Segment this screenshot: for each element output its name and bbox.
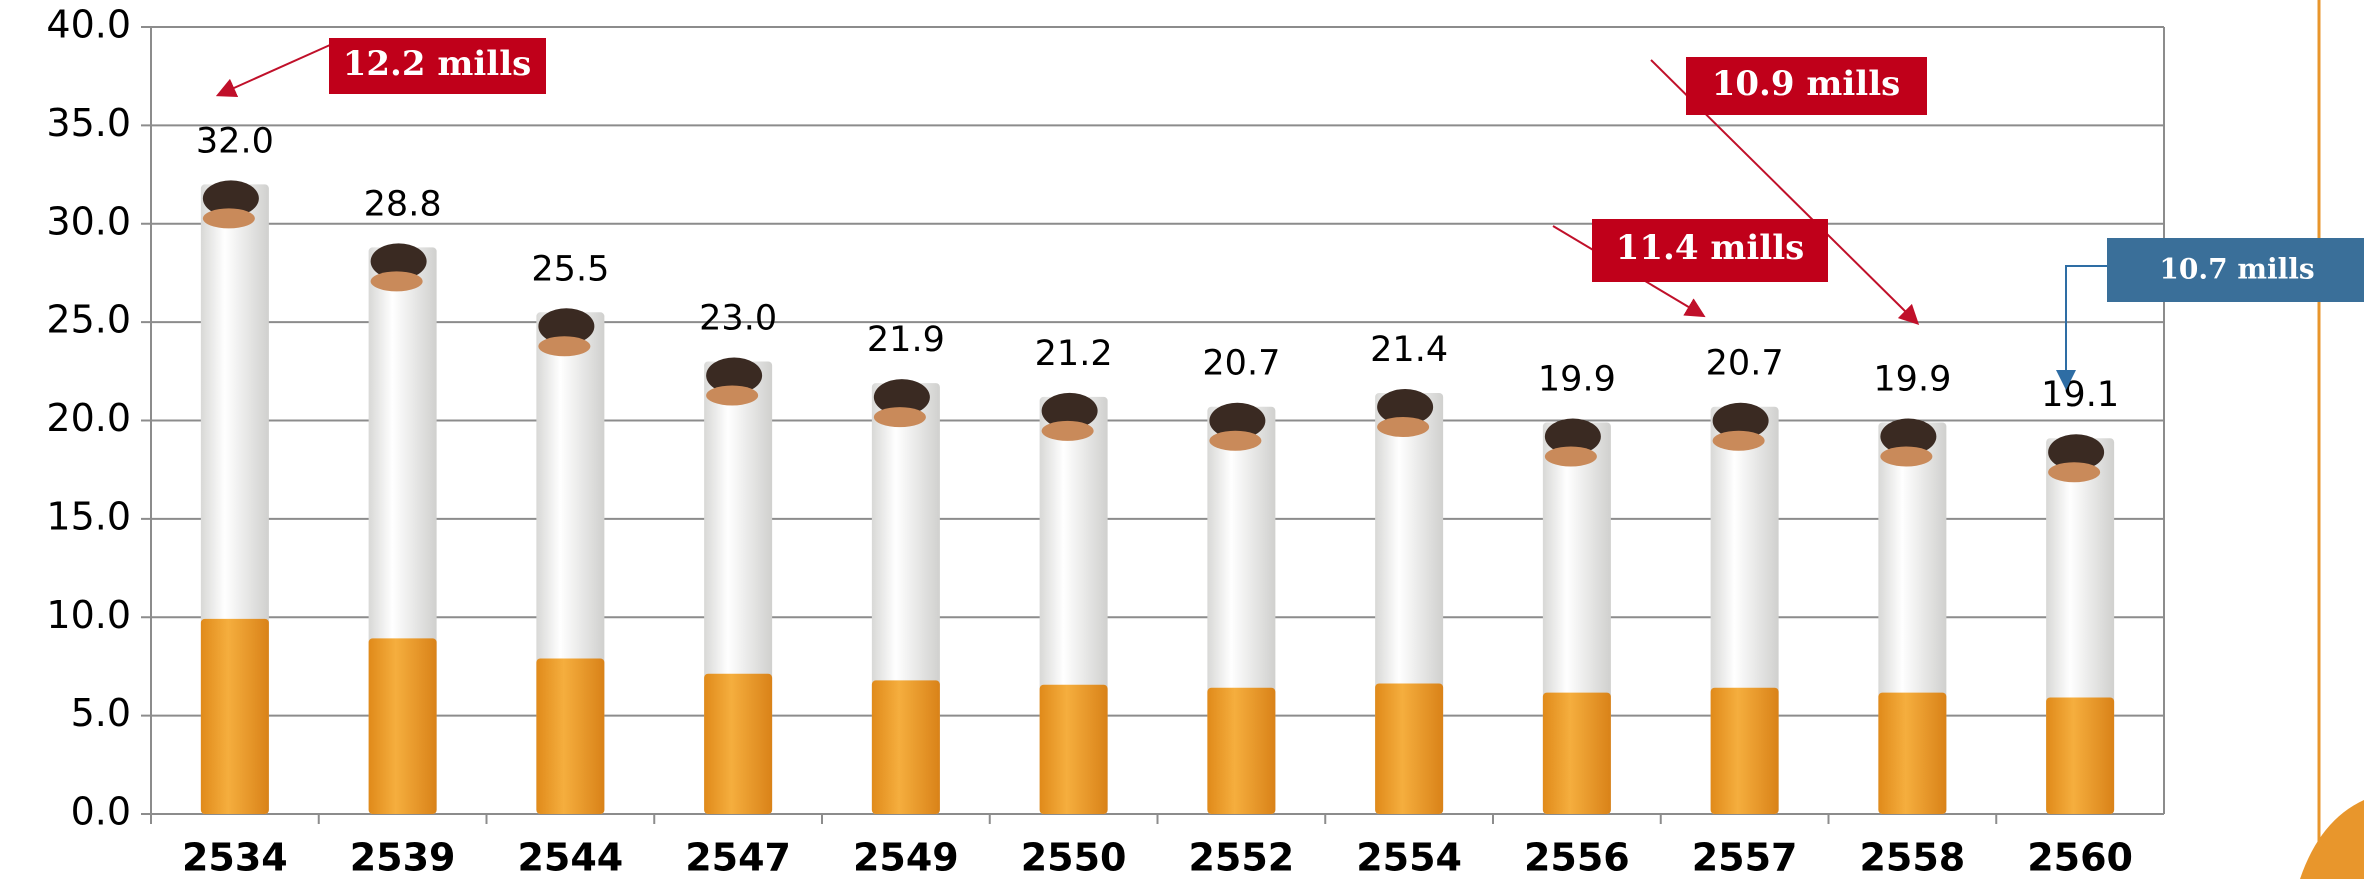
x-tick-label: 2539 <box>350 836 456 879</box>
annotation: 11.4 mills <box>1616 228 1805 268</box>
bar-filter <box>704 673 773 814</box>
annotation-box <box>329 38 546 94</box>
bar-filter <box>871 680 940 814</box>
bar-ember <box>1880 446 1933 467</box>
bar-ember <box>538 336 591 357</box>
bar-filter <box>2046 697 2115 814</box>
bar-ember <box>370 271 423 292</box>
bar-ash <box>1880 418 1937 455</box>
bar-ash <box>1209 402 1266 439</box>
x-tick-label: 2554 <box>1356 836 1462 879</box>
cigarette <box>536 308 605 814</box>
bar-ember <box>873 407 926 428</box>
bar-filter <box>1375 683 1444 814</box>
value-label: 19.9 <box>1873 359 1951 399</box>
bar-ash <box>538 308 595 345</box>
bar-ember <box>2048 462 2101 483</box>
bar-ash <box>706 357 763 394</box>
x-tick-label: 2556 <box>1524 836 1630 879</box>
value-label: 19.9 <box>1538 359 1616 399</box>
bar-ash <box>1377 388 1434 425</box>
y-tick-label: 15.0 <box>46 494 131 538</box>
y-tick-label: 30.0 <box>46 199 131 243</box>
bar-ember <box>1544 446 1597 467</box>
cigarette <box>1375 388 1444 814</box>
value-label: 21.2 <box>1035 334 1113 374</box>
corner-decoration <box>2300 800 2364 879</box>
bar-ash <box>202 180 259 217</box>
value-label: 19.1 <box>2041 375 2119 415</box>
cigarette <box>1039 392 1108 814</box>
value-label: 21.9 <box>867 320 945 360</box>
bar-filter <box>1710 687 1779 814</box>
value-label: 20.7 <box>1202 344 1280 384</box>
bar-ash <box>1544 418 1601 455</box>
bar-ash <box>2048 434 2105 471</box>
x-tick-label: 2557 <box>1692 836 1798 879</box>
bar-filter <box>200 618 269 814</box>
annotation-box <box>1686 57 1927 115</box>
x-tick-label: 2552 <box>1188 836 1294 879</box>
axes: 0.0 5.0 10.0 15.0 20.0 25.0 30.0 35.0 40.0 2534 25… <box>46 3 2165 879</box>
cigarette <box>871 379 940 814</box>
x-tick-label: 2534 <box>182 836 288 879</box>
cigarette <box>1710 402 1779 814</box>
y-tick-label: 5.0 <box>71 691 131 735</box>
y-tick-label: 10.0 <box>46 593 131 637</box>
bar-ash <box>1712 402 1769 439</box>
bar-ash <box>1041 392 1098 429</box>
cigarette <box>368 243 437 815</box>
cigarette <box>1542 418 1611 814</box>
value-label: 25.5 <box>531 249 609 289</box>
cigarette <box>1878 418 1947 814</box>
cigarette <box>1207 402 1276 814</box>
cigarette <box>2046 434 2115 814</box>
bar-filter <box>536 658 605 814</box>
x-tick-label: 2544 <box>517 836 623 879</box>
x-tick-label: 2560 <box>2027 836 2133 879</box>
y-tick-label: 40.0 <box>46 3 131 47</box>
x-tick-label: 2558 <box>1859 836 1965 879</box>
value-label: 23.0 <box>699 298 777 338</box>
annotation: 10.7 mills <box>2159 253 2314 286</box>
annotation-arrow <box>2056 265 2107 390</box>
value-label: 28.8 <box>364 184 442 224</box>
y-tick-label: 20.0 <box>46 396 131 440</box>
x-tick-label: 2549 <box>853 836 959 879</box>
value-label: 20.7 <box>1706 344 1784 384</box>
bar-filter <box>1039 684 1108 814</box>
annotation-box <box>1592 219 1828 282</box>
bar-ember <box>1041 420 1094 441</box>
bar-ash <box>370 243 427 280</box>
cigarette <box>200 180 269 814</box>
cigarette <box>704 357 773 814</box>
annotation-box <box>2107 238 2364 302</box>
bar-ember <box>1209 430 1262 451</box>
bar-filter <box>368 638 437 814</box>
annotation: 12.2 mills <box>343 44 532 84</box>
bar-filter <box>1878 692 1947 814</box>
bar-ember <box>202 208 255 229</box>
value-label: 21.4 <box>1370 330 1448 370</box>
bar-ember <box>1377 416 1430 437</box>
x-tick-label: 2550 <box>1021 836 1127 879</box>
bar-ash <box>873 379 930 416</box>
bars: 32.0 28.8 25.5 23.0 21.9 21.2 20.7 21.4 19.9 20.7… <box>196 121 2119 815</box>
value-label: 32.0 <box>196 121 274 161</box>
bar-ember <box>1712 430 1765 451</box>
y-tick-label: 35.0 <box>46 101 131 145</box>
bar-filter <box>1542 692 1611 814</box>
annotation: 10.9 mills <box>1712 64 1901 104</box>
y-tick-label: 25.0 <box>46 298 131 342</box>
y-tick-label: 0.0 <box>71 790 131 834</box>
annotation-arrow <box>215 44 331 98</box>
bar-ember <box>706 385 759 406</box>
bar-filter <box>1207 687 1276 814</box>
x-tick-label: 2547 <box>685 836 791 879</box>
